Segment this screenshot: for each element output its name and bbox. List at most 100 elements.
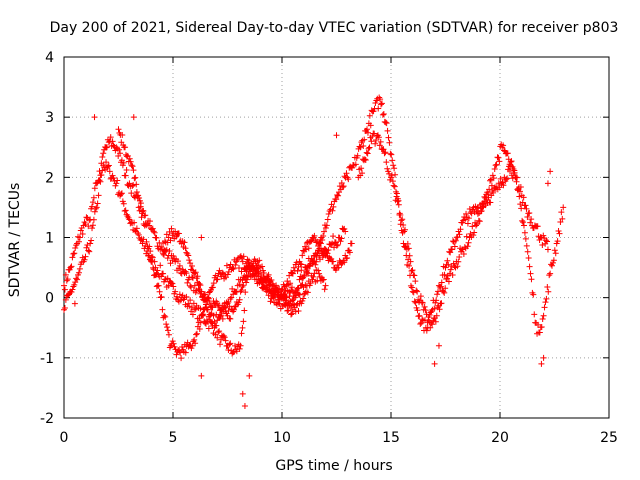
data-point-track-c: [189, 342, 196, 349]
data-point-track-c: [286, 293, 293, 300]
data-point-track-c: [324, 216, 331, 223]
data-point-track-a: [214, 334, 221, 341]
data-point-track-c: [240, 253, 247, 260]
data-point-track-a: [267, 298, 274, 305]
data-point-track-a: [149, 254, 156, 261]
data-point-track-a: [221, 334, 228, 341]
data-point-track-c: [549, 259, 556, 266]
data-point-track-c: [379, 111, 386, 118]
data-point-track-d: [507, 159, 514, 166]
data-point-track-a: [157, 262, 164, 269]
data-point-track-d: [364, 150, 371, 157]
data-point-track-d: [520, 194, 527, 201]
data-point-track-d: [447, 266, 454, 273]
data-point-track-e: [182, 245, 189, 252]
data-point-track-d: [393, 193, 400, 200]
data-point-track-c: [340, 183, 347, 190]
data-point-track-c: [293, 287, 300, 294]
data-point-track-b: [149, 225, 156, 232]
data-point-track-a: [122, 207, 129, 214]
data-point-track-b: [91, 208, 98, 215]
data-point-track-d: [461, 244, 468, 251]
data-point-track-d: [385, 168, 392, 175]
data-point-track-e: [284, 307, 291, 314]
data-point-track-c: [378, 100, 385, 107]
data-point-track-b: [109, 138, 116, 145]
data-point-track-d: [429, 321, 436, 328]
data-point-track-c: [178, 355, 185, 362]
data-point-track-c: [539, 316, 546, 323]
data-point-track-e: [304, 289, 311, 296]
data-point-track-d: [487, 177, 494, 184]
data-point-track-d: [398, 217, 405, 224]
data-point-track-d: [478, 208, 485, 215]
data-point-track-a: [99, 167, 106, 174]
data-point-track-e: [316, 270, 323, 277]
data-point-track-c: [384, 127, 391, 134]
data-point-track-a: [183, 293, 190, 300]
data-point-track-d: [375, 134, 382, 141]
data-point-track-c: [198, 312, 205, 319]
data-point-track-a: [208, 319, 215, 326]
data-point-track-a: [62, 271, 69, 278]
data-point-track-d: [486, 186, 493, 193]
x-tick-label: 25: [600, 430, 618, 446]
data-point-track-c: [177, 349, 184, 356]
data-point-track-d: [419, 299, 426, 306]
data-point-track-c: [559, 215, 566, 222]
data-point-track-c: [519, 217, 526, 224]
data-point-track-c: [406, 262, 413, 269]
data-point-track-c: [127, 158, 134, 165]
data-point-track-c: [156, 288, 163, 295]
data-point-track-c: [527, 270, 534, 277]
data-point-track-c: [380, 111, 387, 118]
data-point-track-c: [163, 321, 170, 328]
data-point-track-d: [501, 147, 508, 154]
data-point-track-c: [431, 305, 438, 312]
data-point-track-c: [377, 96, 384, 103]
data-point-track-c: [146, 243, 153, 250]
data-point-track-d: [404, 240, 411, 247]
data-point-track-b: [238, 287, 245, 294]
data-point-track-b: [89, 222, 96, 229]
data-point-track-c: [152, 272, 159, 279]
data-point-track-d: [464, 243, 471, 250]
data-point-track-b: [164, 255, 171, 262]
data-point-track-a: [333, 242, 340, 249]
data-point-track-a: [237, 342, 244, 349]
data-point-track-c: [546, 272, 553, 279]
data-point-track-d: [496, 158, 503, 165]
data-point-track-d: [519, 199, 526, 206]
data-point-track-c: [301, 273, 308, 280]
data-point-track-b: [62, 296, 69, 303]
data-point-track-d: [473, 221, 480, 228]
data-point-track-b: [117, 150, 124, 157]
data-point-track-e: [175, 230, 182, 237]
data-point-track-c: [367, 122, 374, 129]
data-point-track-a: [160, 270, 167, 277]
data-point-track-b: [175, 265, 182, 272]
data-point-track-b: [128, 190, 135, 197]
y-tick-label: -2: [40, 411, 54, 427]
data-point-track-b: [176, 262, 183, 269]
data-point-track-c: [464, 220, 471, 227]
data-point-track-b: [151, 229, 158, 236]
data-point-track-e: [282, 297, 289, 304]
data-point-track-b: [170, 252, 177, 259]
data-point-track-c: [441, 271, 448, 278]
data-point-isolated: [540, 354, 547, 361]
data-point-track-c: [426, 312, 433, 319]
data-point-track-b: [86, 248, 93, 255]
data-point-track-c: [338, 179, 345, 186]
data-point-track-a: [146, 252, 153, 259]
data-point-track-d: [408, 267, 415, 274]
data-point-track-b: [107, 134, 114, 141]
data-point-track-c: [364, 126, 371, 133]
data-point-track-b: [330, 258, 337, 265]
data-point-track-d: [514, 174, 521, 181]
data-point-track-b: [99, 154, 106, 161]
data-point-track-a: [296, 276, 303, 283]
data-point-track-c: [149, 259, 156, 266]
data-point-track-b: [126, 180, 133, 187]
